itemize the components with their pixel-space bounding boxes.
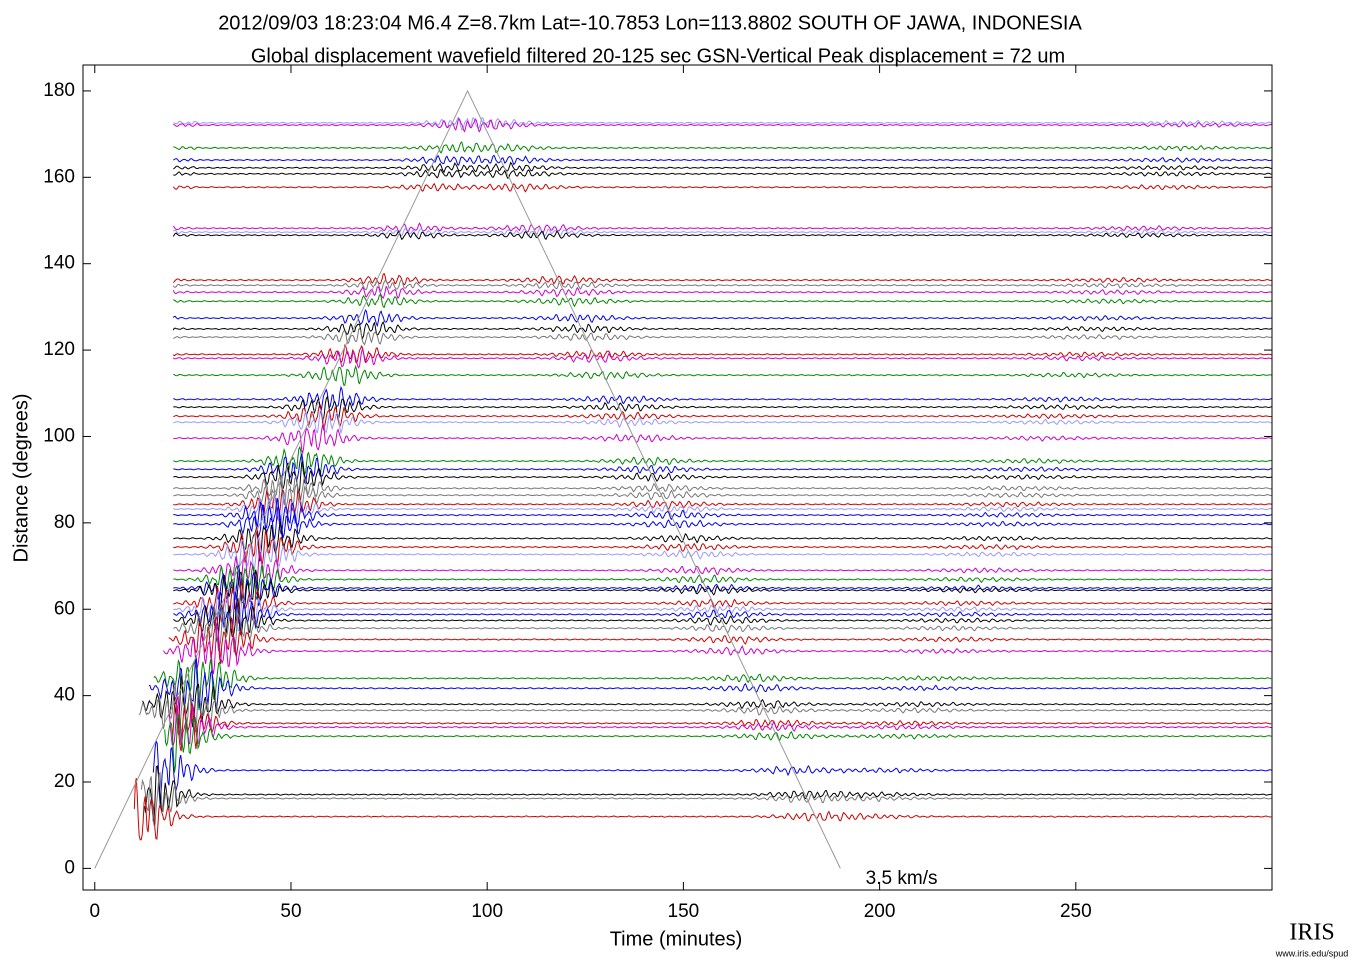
x-tick-label: 0 — [89, 901, 100, 922]
trace — [171, 697, 1272, 752]
y-tick-label: 60 — [54, 598, 75, 619]
trace — [138, 683, 1272, 738]
trace — [173, 475, 1272, 506]
trace — [172, 227, 1272, 237]
x-tick-label: 150 — [668, 901, 700, 922]
trace — [173, 585, 1272, 632]
logo-url: www.iris.edu/spud — [1275, 948, 1349, 958]
trace — [173, 597, 1272, 643]
trace — [152, 739, 1272, 805]
trace — [172, 272, 1272, 285]
trace — [164, 713, 1272, 773]
trace — [173, 527, 1272, 566]
trace — [172, 285, 1272, 300]
trace — [173, 404, 1272, 431]
y-tick-label: 0 — [64, 857, 75, 878]
trace — [172, 309, 1272, 328]
trace — [162, 626, 1272, 675]
y-tick-label: 20 — [54, 771, 75, 792]
trace — [173, 408, 1272, 435]
trace — [173, 118, 1272, 133]
trace — [173, 521, 1272, 562]
traces — [94, 89, 1272, 869]
trace — [173, 385, 1272, 412]
trace — [173, 569, 1272, 611]
x-tick-label: 100 — [471, 901, 503, 922]
trace — [173, 445, 1272, 476]
x-tick-label: 250 — [1060, 901, 1092, 922]
chart-title: 2012/09/03 18:23:04 M6.4 Z=8.7km Lat=-10… — [218, 12, 1082, 34]
x-axis-label: Time (minutes) — [610, 928, 743, 950]
trace — [173, 565, 1272, 606]
y-tick-label: 140 — [43, 253, 75, 274]
trace — [173, 424, 1272, 455]
trace — [173, 161, 1272, 174]
y-tick-label: 80 — [54, 512, 75, 533]
y-tick-label: 40 — [54, 685, 75, 706]
y-tick-label: 120 — [43, 339, 75, 360]
trace — [172, 279, 1272, 292]
trace — [173, 605, 1272, 654]
trace — [172, 346, 1272, 369]
trace — [173, 453, 1272, 485]
x-tick-label: 50 — [280, 901, 301, 922]
trace — [172, 182, 1272, 193]
reference-line — [94, 89, 841, 869]
y-tick-label: 180 — [43, 80, 75, 101]
trace — [173, 564, 1272, 605]
trace — [173, 536, 1272, 573]
trace — [173, 461, 1272, 494]
chart-subtitle: Global displacement wavefield filtered 2… — [251, 45, 1065, 67]
x-tick-label: 200 — [864, 901, 896, 922]
y-tick-label: 160 — [43, 166, 75, 187]
trace — [173, 364, 1272, 387]
trace — [144, 764, 1272, 822]
trace — [173, 141, 1272, 154]
y-tick-label: 100 — [43, 425, 75, 446]
trace — [173, 492, 1272, 528]
plot-frame — [82, 64, 1273, 891]
trace — [173, 498, 1272, 535]
trace — [173, 504, 1272, 540]
trace — [173, 116, 1272, 131]
trace — [172, 222, 1272, 234]
trace — [173, 581, 1272, 627]
trace — [153, 658, 1272, 711]
trace — [173, 169, 1272, 180]
trace — [173, 293, 1272, 309]
trace — [173, 154, 1272, 166]
trace — [172, 321, 1272, 340]
y-axis-label: Distance (degrees) — [10, 394, 32, 563]
trace — [173, 551, 1272, 591]
trace — [173, 474, 1272, 510]
trace — [133, 778, 1272, 841]
trace — [173, 489, 1272, 521]
trace — [168, 696, 1272, 747]
trace — [172, 230, 1272, 241]
trace — [173, 327, 1272, 346]
trace — [142, 674, 1272, 730]
trace — [173, 591, 1272, 633]
trace — [173, 395, 1272, 422]
trace — [168, 615, 1272, 664]
reference-line-label: 3.5 km/s — [866, 868, 938, 889]
logo-text: IRIS — [1289, 920, 1334, 946]
trace — [148, 655, 1272, 710]
trace — [140, 771, 1272, 827]
